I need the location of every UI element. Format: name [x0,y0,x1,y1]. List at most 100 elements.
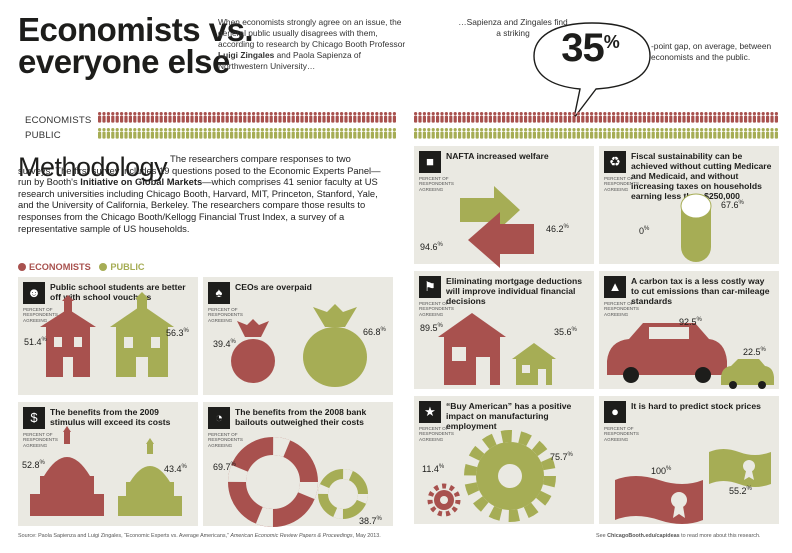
public-person-icon [695,128,699,139]
public-person-icon [331,128,335,139]
economist-person-icon [722,112,726,123]
public-person-icon [291,128,295,139]
gap-number: 35 [561,26,604,70]
legend-public: PUBLIC [110,262,145,272]
public-number: 35.6 [554,327,572,337]
economist-person-icon [559,112,563,123]
economists-house [438,313,506,385]
page-title: Economists vs. everyone else [18,13,254,78]
public-pill [680,193,712,262]
economist-person-icon [344,112,348,123]
public-person-icon [98,128,102,139]
public-person-icon [594,128,598,139]
economist-person-icon [708,112,713,123]
economists-stock-certificate [615,476,703,524]
public-person-icon [647,128,651,139]
public-person-icon [656,128,660,139]
public-person-icon [234,128,238,139]
economist-person-icon [647,112,651,123]
public-person-icon [462,128,466,139]
economists-value: 11.4% [422,464,444,474]
public-person-icon [458,128,462,139]
public-person-icon [208,128,212,139]
economist-person-icon [392,112,396,123]
economist-person-icon [546,112,550,123]
economist-person-icon [247,112,251,123]
public-person-icon [362,128,366,139]
economist-person-icon [265,112,269,123]
public-person-icon [172,128,176,139]
source-part-1: Source: Paola Sapienza and Luigi Zingale… [18,533,231,539]
public-person-icon [471,128,475,139]
public-number: 55.2 [729,486,747,496]
economist-person-icon [168,112,172,123]
card-illustration [427,430,556,522]
percent-sign: % [230,462,236,468]
percent-sign: % [666,466,672,472]
economist-person-icon [695,112,699,123]
economist-person-icon [304,112,308,123]
percent-sign: % [437,323,443,329]
public-person-icon [585,128,589,139]
economist-person-icon [370,112,374,123]
public-person-icon [313,128,317,139]
economist-person-icon [453,112,457,123]
economist-person-icon [673,112,677,123]
economist-person-icon [384,112,388,123]
gap-lead-text: …Sapienza and Zingales find a striking [458,17,568,38]
public-person-icon [296,128,300,139]
public-person-icon [537,128,541,139]
economists-value: 0% [639,226,649,236]
source-note: Source: Paola Sapienza and Luigi Zingale… [18,533,381,539]
public-person-icon [616,128,620,139]
public-person-icon [111,128,115,139]
see-link[interactable]: ChicagoBooth.edu/capideas [607,533,680,539]
percent-sign: % [563,224,569,230]
public-person-icon [475,128,479,139]
public-person-icon [278,128,282,139]
public-person-icon [453,128,457,139]
economist-person-icon [331,112,335,123]
respondents-label: PERCENT OF RESPONDENTS AGREEING [208,432,243,448]
public-person-icon [212,128,216,139]
see-part-2: to read more about this research. [679,533,761,539]
economist-person-icon [576,112,581,123]
public-person-icon [150,128,154,139]
economist-person-icon [603,112,607,123]
card-mortgage: ⚑ Eliminating mortgage deductions will im… [414,271,594,389]
methodology-text: The researchers compare responses to two… [18,153,388,234]
public-value: 35.6% [554,327,577,337]
public-person-icon [384,128,388,139]
public-person-icon [186,128,190,139]
economist-person-icon [203,112,207,123]
public-person-icon [612,128,616,139]
public-person-icon [120,128,124,139]
economist-person-icon [678,112,682,123]
economist-person-icon [348,112,352,123]
public-person-icon [497,128,501,139]
economist-person-icon [585,112,589,123]
economist-person-icon [625,112,629,123]
economist-person-icon [458,112,462,123]
public-person-icon [379,128,383,139]
percent-sign: % [760,347,766,353]
public-person-icon [340,128,344,139]
card-illustration [40,292,174,377]
card-title: NAFTA increased welfare [446,151,549,161]
economist-person-icon [375,112,379,123]
card-illustration [438,313,556,385]
economists-number: 39.4 [213,339,231,349]
gap-percent-sign: % [603,32,620,52]
economists-value: 39.4% [213,339,236,349]
economist-person-icon [502,112,506,123]
public-number: 43.4 [164,464,182,474]
economist-person-icon [537,112,541,123]
public-person-icon [642,128,647,139]
public-person-icon [744,128,748,139]
economists-car [607,323,727,383]
economists-value: 69.7% [213,462,236,472]
economist-person-icon [572,112,576,123]
economist-person-icon [269,112,273,123]
public-person-icon [691,128,695,139]
factory-icon: ▲ [604,276,626,298]
